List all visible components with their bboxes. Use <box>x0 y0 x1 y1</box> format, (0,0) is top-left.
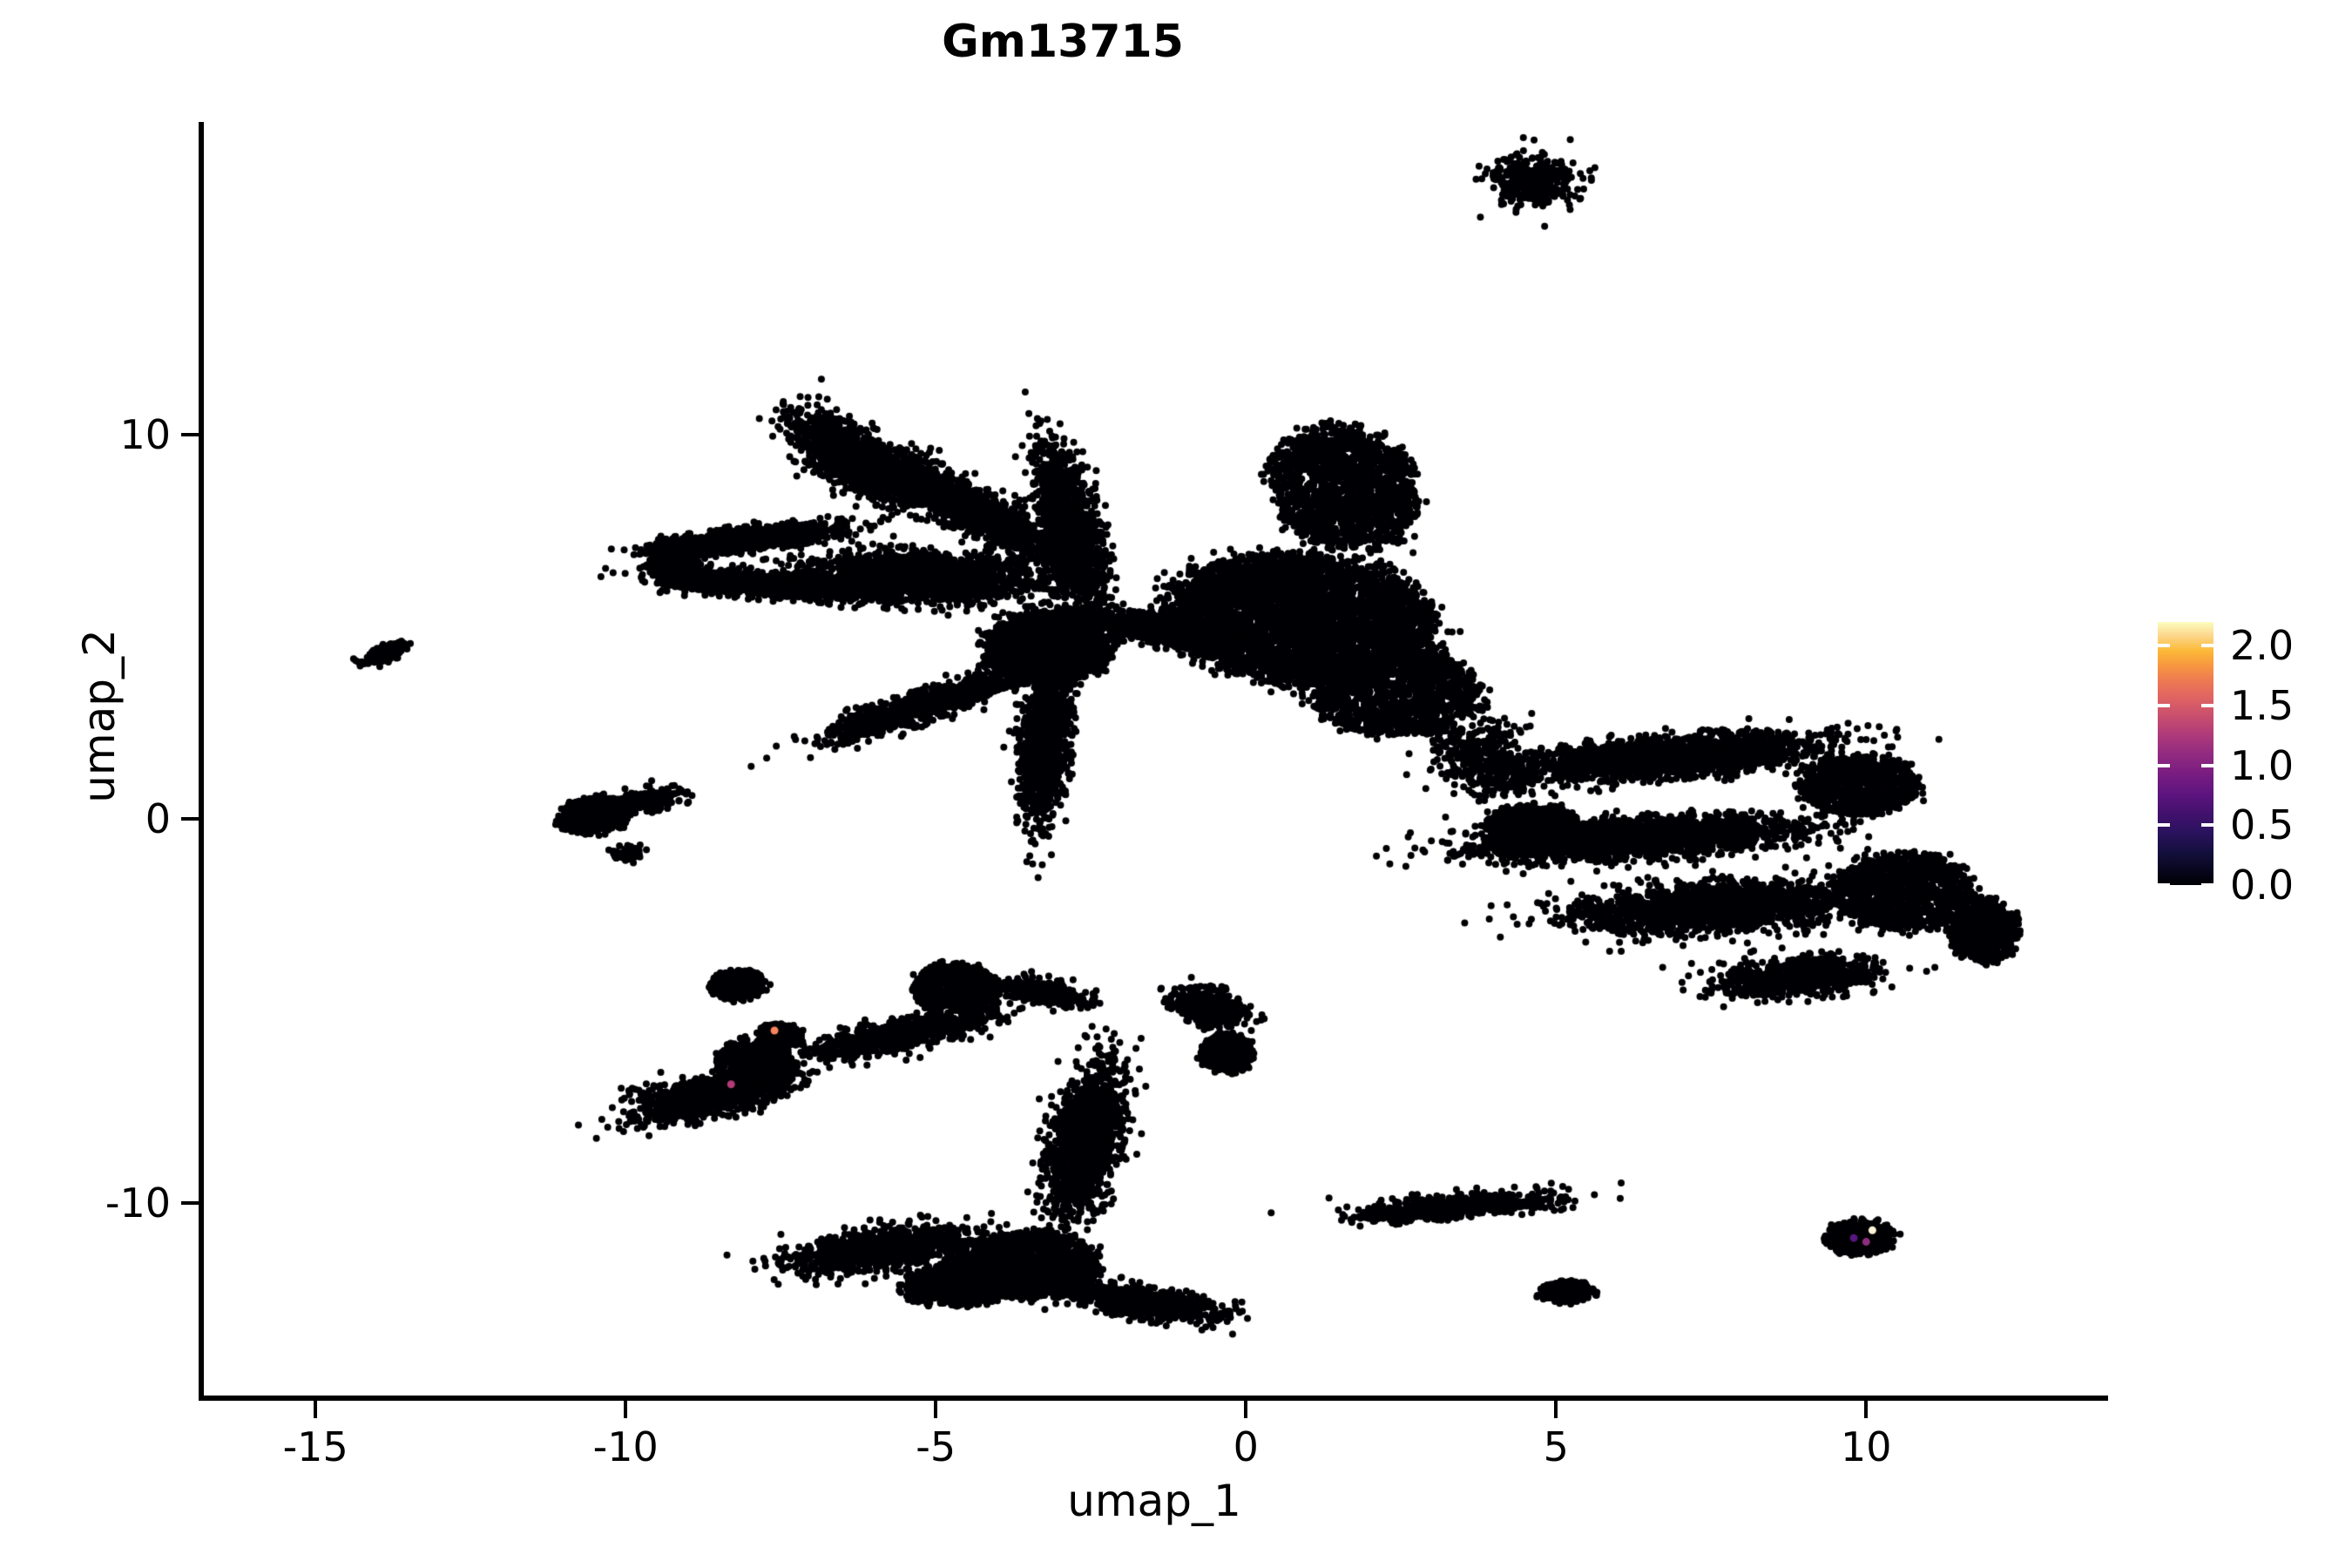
colorbar-tick-mark <box>2158 883 2170 887</box>
x-tick-mark <box>1244 1401 1248 1418</box>
x-tick-mark <box>624 1401 628 1418</box>
colorbar-gradient <box>2158 622 2213 885</box>
colorbar-tick-label: 1.5 <box>2230 682 2295 730</box>
y-axis-label: umap_2 <box>74 629 125 803</box>
x-axis-spine <box>199 1396 2108 1401</box>
colorbar-tick-mark <box>2201 823 2213 828</box>
y-tick-label: 10 <box>119 411 171 459</box>
x-tick-label: -10 <box>592 1423 659 1470</box>
y-tick-mark <box>181 817 199 821</box>
x-tick-mark <box>934 1401 938 1418</box>
colorbar-tick-label: 1.0 <box>2230 741 2295 789</box>
y-tick-label: 0 <box>145 795 171 843</box>
x-tick-label: -5 <box>916 1423 956 1470</box>
colorbar[interactable] <box>2158 622 2213 887</box>
x-tick-mark <box>1864 1401 1869 1418</box>
x-tick-mark <box>1554 1401 1558 1418</box>
y-axis-spine <box>199 122 204 1401</box>
colorbar-tick-mark <box>2201 704 2213 708</box>
colorbar-tick-mark <box>2158 763 2170 767</box>
colorbar-tick-label: 0.0 <box>2230 862 2295 909</box>
x-tick-mark <box>314 1401 318 1418</box>
x-tick-label: 0 <box>1233 1423 1259 1470</box>
x-tick-label: 10 <box>1841 1423 1892 1470</box>
y-tick-mark <box>181 433 199 437</box>
y-tick-mark <box>181 1201 199 1206</box>
scatter-plot-canvas[interactable] <box>204 124 2108 1396</box>
x-tick-label: -15 <box>282 1423 348 1470</box>
colorbar-tick-label: 2.0 <box>2230 622 2295 670</box>
x-axis-label: umap_1 <box>1067 1476 1241 1526</box>
page-title: Gm13715 <box>942 16 1184 68</box>
colorbar-tick-mark <box>2201 644 2213 648</box>
x-tick-label: 5 <box>1543 1423 1569 1470</box>
colorbar-tick-mark <box>2201 763 2213 767</box>
colorbar-tick-mark <box>2158 644 2170 648</box>
colorbar-tick-label: 0.5 <box>2230 801 2295 849</box>
colorbar-tick-mark <box>2158 704 2170 708</box>
colorbar-tick-mark <box>2201 883 2213 887</box>
colorbar-tick-mark <box>2158 823 2170 828</box>
y-tick-label: -10 <box>105 1179 171 1227</box>
